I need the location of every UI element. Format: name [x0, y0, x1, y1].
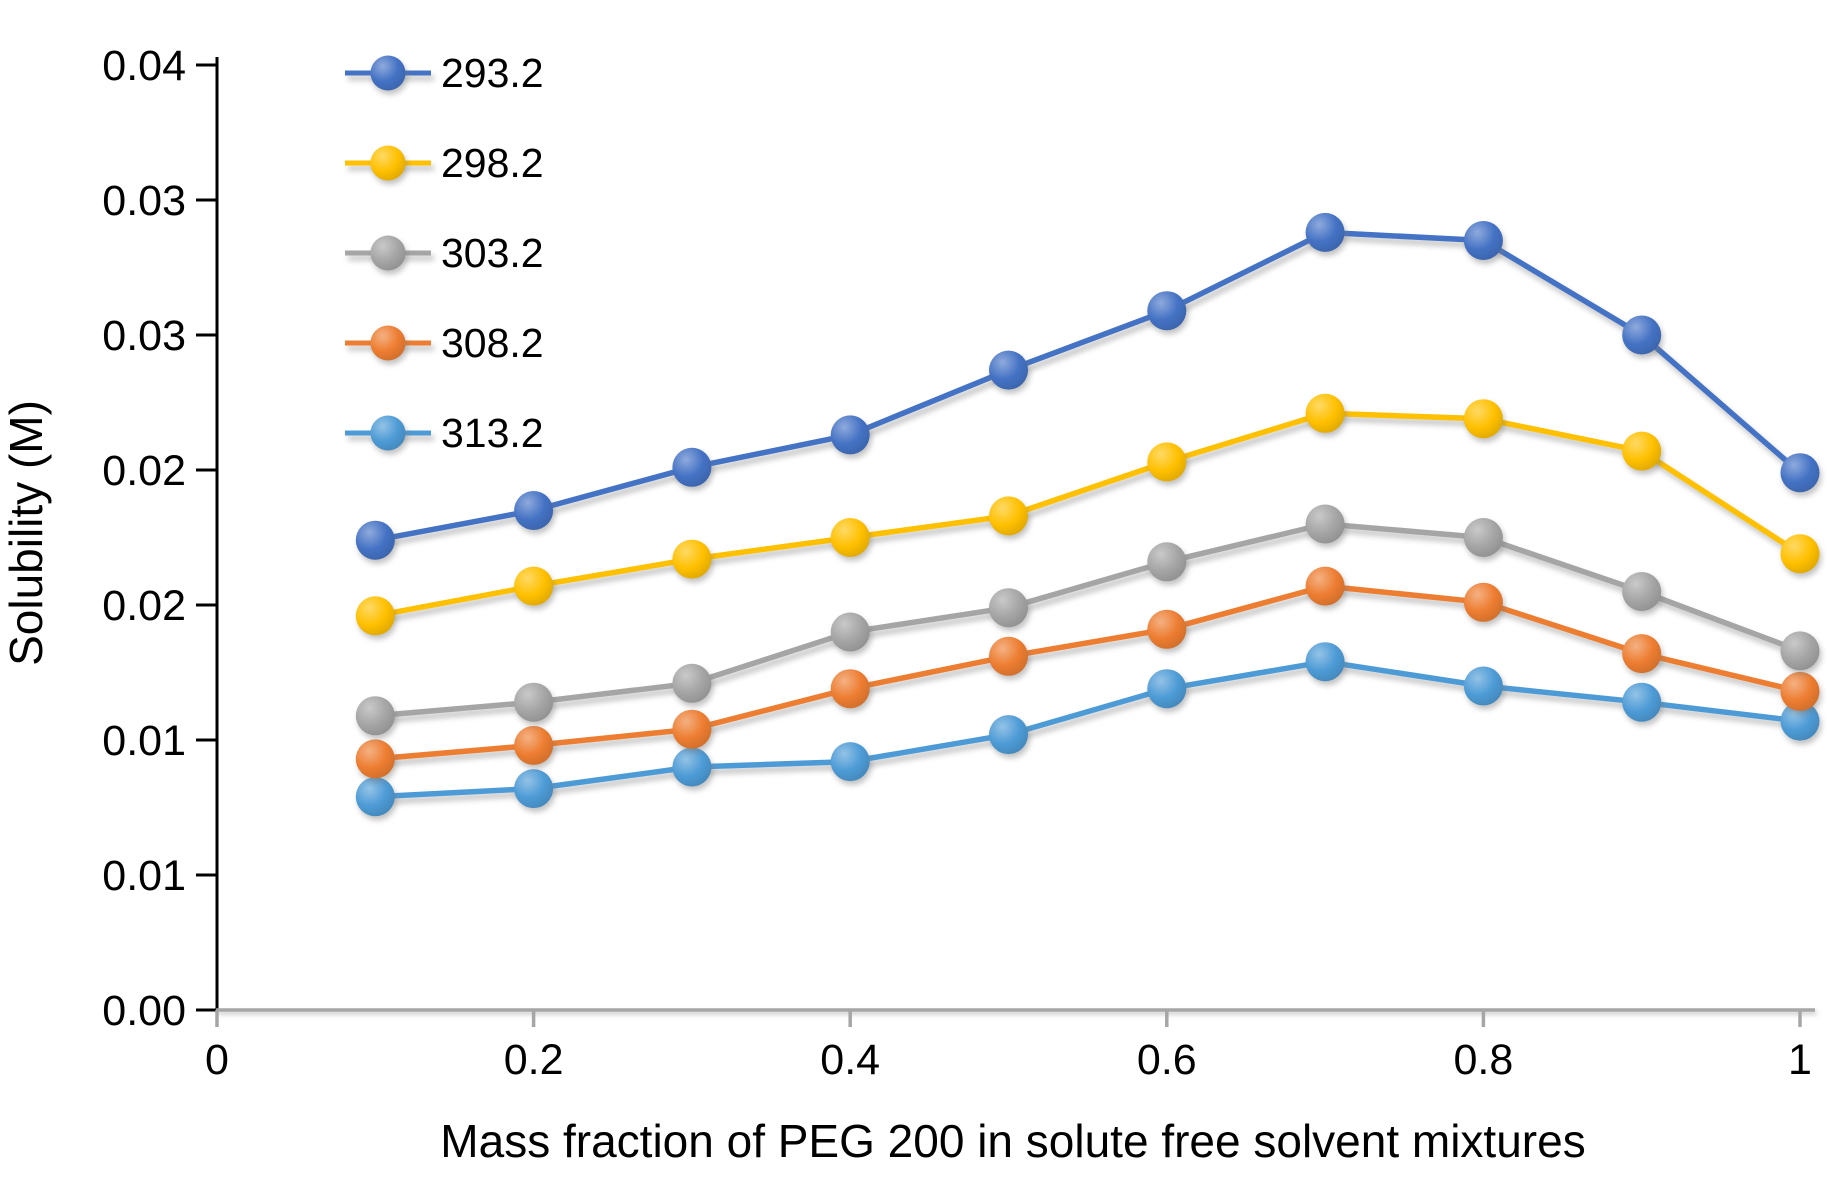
legend-label-298.2: 298.2	[441, 140, 544, 186]
data-point-298.2	[355, 596, 395, 636]
legend-label-303.2: 303.2	[441, 230, 544, 276]
data-point-308.2	[830, 669, 870, 709]
data-point-293.2	[1463, 221, 1503, 260]
legend-marker-298.2	[370, 145, 406, 181]
y-tick-label: 0.02	[102, 582, 186, 630]
data-point-298.2	[1305, 393, 1345, 433]
series-line-303.2	[372, 521, 1803, 719]
legend-marker-308.2	[370, 325, 406, 361]
data-point-298.2	[830, 518, 870, 557]
data-point-303.2	[1305, 504, 1345, 544]
data-point-298.2	[1147, 442, 1187, 482]
data-point-298.2	[514, 566, 554, 606]
data-point-303.2	[672, 663, 712, 703]
legend-marker-303.2	[370, 235, 406, 271]
data-point-303.2	[355, 696, 395, 736]
y-axis-title: Solubility (M)	[0, 400, 52, 666]
data-point-303.2	[1463, 518, 1503, 557]
data-point-313.2	[1622, 682, 1662, 722]
data-point-303.2	[1622, 572, 1662, 611]
y-tick-label: 0.02	[102, 447, 186, 495]
legend-item-308.2: 308.2	[345, 320, 544, 366]
data-point-303.2	[514, 682, 554, 722]
legend-item-313.2: 313.2	[345, 410, 544, 456]
data-point-298.2	[672, 539, 712, 579]
data-point-313.2	[355, 777, 395, 817]
data-point-308.2	[355, 739, 395, 779]
data-point-308.2	[1463, 582, 1503, 622]
data-point-303.2	[1147, 542, 1187, 582]
legend-marker-293.2	[370, 55, 406, 91]
y-tick-label: 0.01	[102, 852, 186, 900]
x-tick-label: 0.4	[820, 1036, 880, 1084]
data-point-313.2	[1147, 669, 1187, 709]
x-tick-label: 0.8	[1454, 1036, 1514, 1084]
data-point-293.2	[355, 520, 395, 560]
data-point-293.2	[514, 491, 554, 530]
data-point-293.2	[830, 415, 870, 455]
series-line-313.2	[372, 658, 1803, 800]
data-point-313.2	[1305, 642, 1345, 682]
y-tick-label: 0.03	[102, 312, 186, 360]
data-point-313.2	[989, 715, 1028, 755]
data-point-308.2	[1622, 634, 1662, 674]
x-tick-label: 0.2	[504, 1036, 564, 1084]
data-point-313.2	[672, 747, 712, 787]
data-point-313.2	[514, 769, 554, 809]
data-point-293.2	[1147, 291, 1187, 331]
data-point-298.2	[989, 496, 1028, 536]
series-line-293.2	[372, 229, 1803, 543]
series-line-308.2	[372, 583, 1803, 762]
data-point-293.2	[1622, 315, 1662, 355]
data-point-308.2	[1147, 609, 1187, 649]
y-tick-label: 0.00	[102, 987, 186, 1035]
series-lines	[372, 229, 1803, 800]
data-point-293.2	[1305, 212, 1345, 252]
data-point-303.2	[830, 612, 870, 652]
data-point-293.2	[1780, 453, 1820, 493]
legend-marker-313.2	[370, 415, 406, 451]
data-point-308.2	[1780, 671, 1820, 711]
data-point-298.2	[1463, 399, 1503, 439]
data-point-298.2	[1622, 431, 1662, 471]
data-point-298.2	[1780, 534, 1820, 574]
legend-label-308.2: 308.2	[441, 320, 544, 366]
y-tick-label: 0.04	[102, 42, 186, 90]
data-point-313.2	[830, 742, 870, 782]
data-point-293.2	[672, 447, 712, 487]
legend-label-313.2: 313.2	[441, 410, 544, 456]
data-point-313.2	[1463, 666, 1503, 706]
legend-item-303.2: 303.2	[345, 230, 544, 276]
x-axis-title: Mass fraction of PEG 200 in solute free …	[440, 1115, 1585, 1167]
data-point-308.2	[514, 725, 554, 765]
legend-item-293.2: 293.2	[345, 50, 544, 96]
data-point-293.2	[989, 350, 1028, 390]
y-tick-label: 0.01	[102, 717, 186, 765]
legend-label-293.2: 293.2	[441, 50, 544, 96]
data-point-308.2	[1305, 566, 1345, 606]
legend: 293.2 298.2 303.2 308.2 313.2	[345, 50, 544, 456]
y-axis: 0.00 0.01 0.01 0.02 0.02 0.03 0.03 0.04	[102, 42, 219, 1035]
x-tick-label: 0.6	[1137, 1036, 1197, 1084]
series-markers	[355, 212, 1820, 817]
x-tick-label: 1	[1788, 1036, 1812, 1084]
legend-item-298.2: 298.2	[345, 140, 544, 186]
y-tick-label: 0.03	[102, 177, 186, 225]
data-point-308.2	[989, 636, 1028, 676]
data-point-303.2	[1780, 631, 1820, 671]
x-axis: 0 0.2 0.4 0.6 0.8 1	[205, 1008, 1815, 1084]
data-point-303.2	[989, 588, 1028, 628]
data-point-313.2	[1780, 701, 1820, 741]
x-tick-label: 0	[205, 1036, 229, 1084]
series-line-298.2	[372, 410, 1803, 619]
data-point-308.2	[672, 709, 712, 749]
